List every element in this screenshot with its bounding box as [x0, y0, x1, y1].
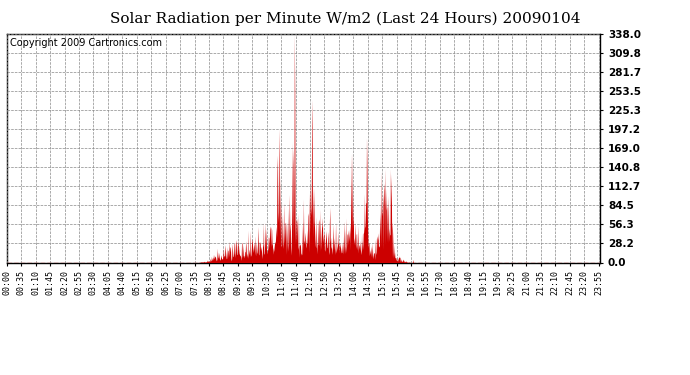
- Text: Solar Radiation per Minute W/m2 (Last 24 Hours) 20090104: Solar Radiation per Minute W/m2 (Last 24…: [110, 11, 580, 26]
- Text: Copyright 2009 Cartronics.com: Copyright 2009 Cartronics.com: [10, 38, 162, 48]
